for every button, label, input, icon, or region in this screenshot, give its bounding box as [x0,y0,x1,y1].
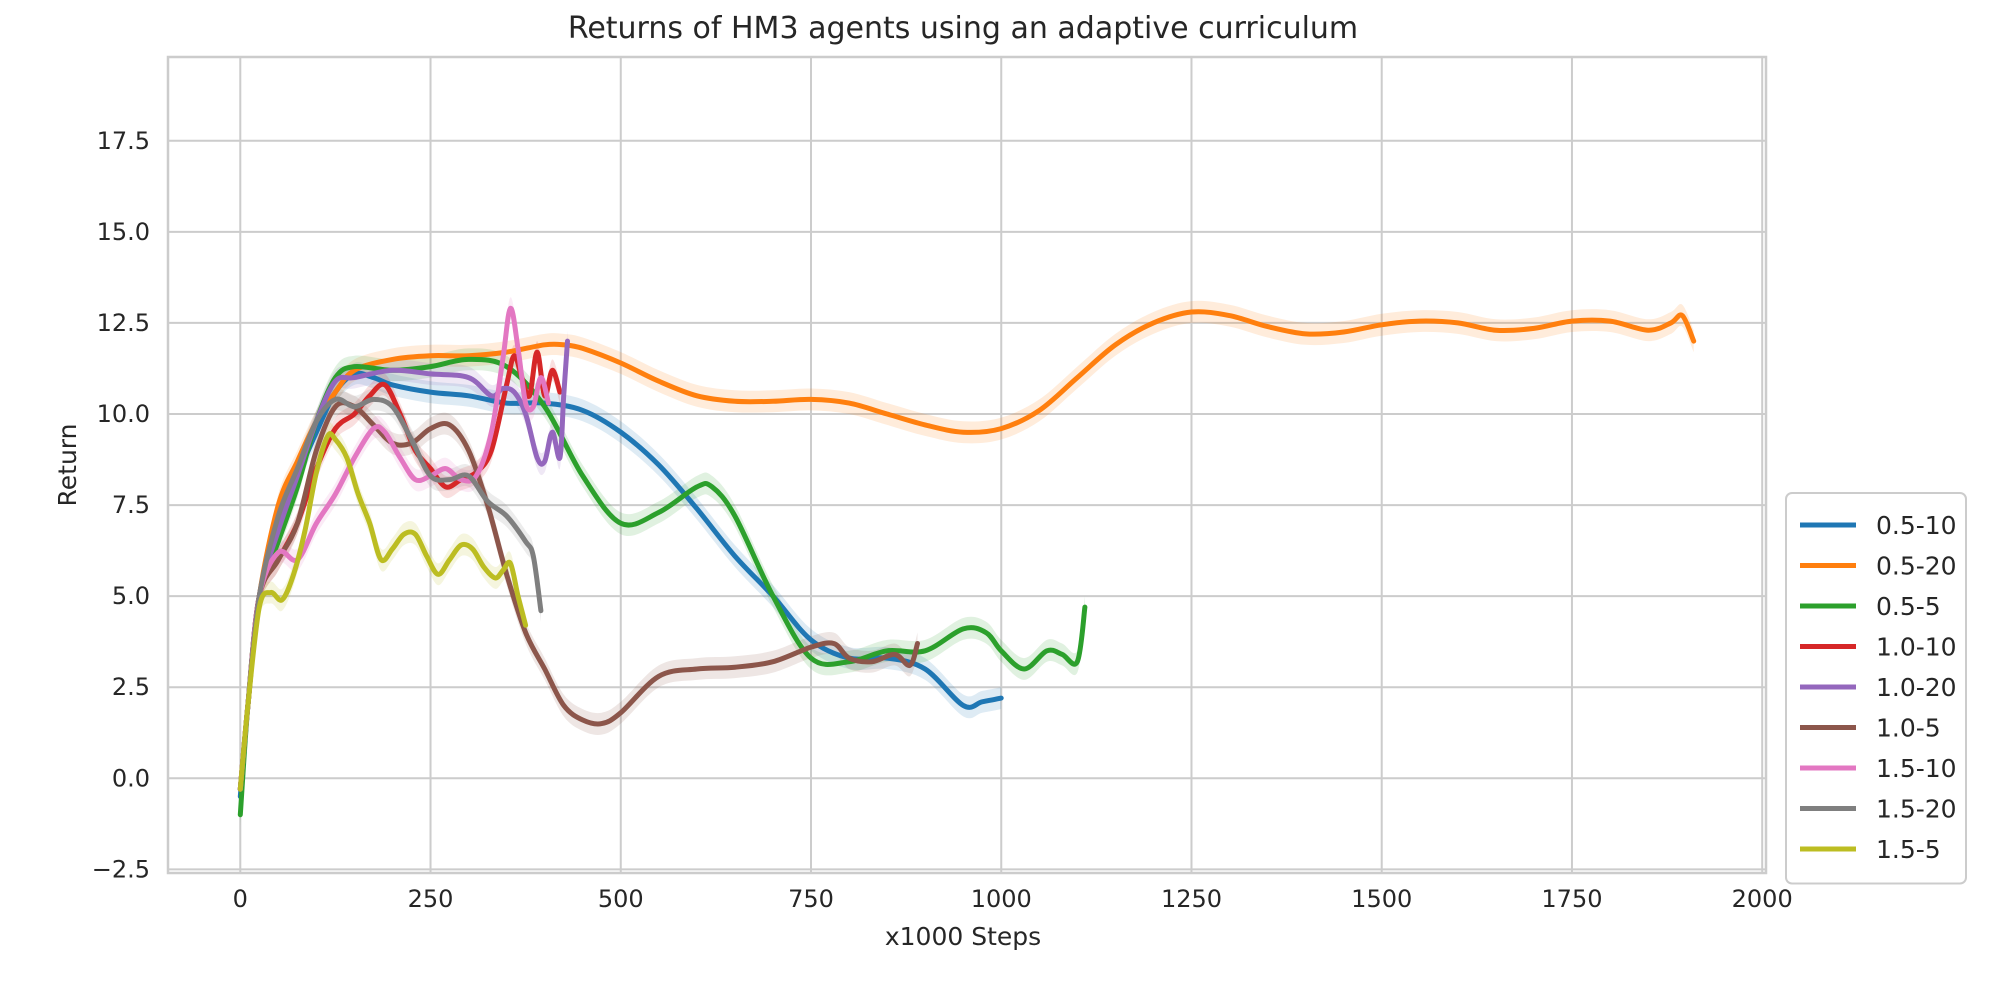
legend-label-0-5-10: 0.5-10 [1876,511,1957,540]
band-0-5-20 [240,300,1694,801]
x-tick-label: 1250 [1161,885,1222,913]
y-tick-label: 5.0 [112,582,150,610]
legend-label-1-5-10: 1.5-10 [1876,754,1957,783]
series-line-1-0-20 [237,338,570,792]
y-tick-label: 12.5 [97,309,150,337]
legend-label-0-5-20: 0.5-20 [1876,552,1957,581]
x-tick-labels: 0 250 500 750 1000 1250 1500 1750 2000 [233,885,1793,913]
y-tick-label: 15.0 [97,218,150,246]
legend-box [1785,492,1967,885]
x-axis-label: x1000 Steps [885,922,1041,951]
x-tick-label: 750 [788,885,834,913]
series-line-1-5-5 [237,431,529,792]
y-axis-label: Return [53,424,82,507]
plot-frame [166,55,1768,875]
series-lines [237,305,1697,818]
x-tick-label: 1000 [971,885,1032,913]
legend-label-1-0-10: 1.0-10 [1876,633,1957,662]
series-line-0-5-20 [237,309,1697,792]
series-line-1-5-10 [237,305,551,792]
x-tick-label: 500 [598,885,644,913]
y-tick-labels: −2.5 0.0 2.5 5.0 7.5 10.0 12.5 15.0 17.5 [92,127,150,884]
series-line-1-5-20 [237,396,544,792]
x-tick-label: 0 [233,885,248,913]
legend-label-0-5-5: 0.5-5 [1876,592,1941,621]
series-line-1-0-5 [237,400,920,792]
x-tick-label: 2000 [1732,885,1793,913]
y-tick-label: −2.5 [92,855,150,883]
legend-label-1-5-20: 1.5-20 [1876,795,1957,824]
x-tick-label: 250 [408,885,454,913]
y-tick-label: 2.5 [112,673,150,701]
y-tick-label: 10.0 [97,400,150,428]
legend-label-1-0-5: 1.0-5 [1876,714,1941,743]
y-tick-label: 0.0 [112,764,150,792]
legend: 0.5-10 0.5-20 0.5-5 1.0-10 1.0-20 1.0-5 1.5-10… [1785,492,1967,885]
y-tick-label: 17.5 [97,127,150,155]
chart-title: Returns of HM3 agents using an adaptive … [568,11,1358,46]
grid [168,57,1766,873]
x-tick-label: 1750 [1541,885,1602,913]
x-tick-label: 1500 [1351,885,1412,913]
y-tick-label: 7.5 [112,491,150,519]
legend-label-1-0-20: 1.0-20 [1876,673,1957,702]
legend-label-1-5-5: 1.5-5 [1876,835,1941,864]
